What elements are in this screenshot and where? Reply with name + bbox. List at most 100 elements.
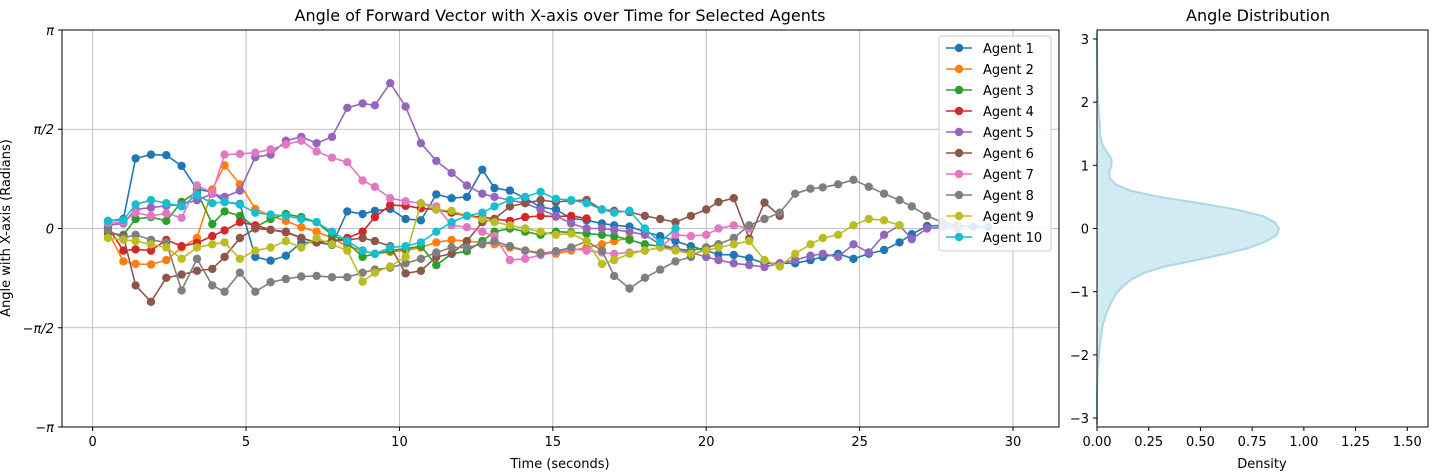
data-point: [220, 226, 229, 235]
data-point: [401, 242, 410, 251]
data-point: [146, 246, 156, 255]
side-y-tick-label: 2: [1081, 96, 1089, 111]
legend-item: Agent 5: [946, 126, 1034, 141]
data-point: [343, 236, 352, 246]
data-point: [490, 236, 499, 246]
data-point: [745, 254, 754, 263]
data-point: [686, 249, 696, 258]
data-point: [432, 205, 441, 214]
data-point: [386, 243, 395, 252]
legend-marker: [954, 148, 964, 158]
data-point: [864, 182, 873, 191]
legend-label: Agent 3: [983, 84, 1034, 99]
x-tick-label: 20: [698, 435, 715, 450]
data-point: [266, 145, 275, 154]
data-point: [416, 254, 426, 263]
y-tick-label: 0: [46, 223, 54, 238]
data-point: [266, 278, 275, 287]
data-point: [521, 246, 530, 255]
data-point: [922, 211, 932, 221]
data-point: [146, 260, 156, 269]
data-point: [478, 214, 487, 224]
legend-item: Agent 10: [946, 231, 1042, 246]
data-point: [370, 268, 380, 277]
data-point: [849, 175, 858, 184]
data-point: [462, 223, 472, 232]
data-point: [702, 230, 711, 239]
legend-marker: [954, 232, 964, 242]
legend-item: Agent 9: [946, 210, 1034, 225]
legend-item: Agent 7: [946, 168, 1034, 183]
data-point: [610, 249, 619, 258]
data-point: [671, 218, 680, 227]
data-point: [833, 180, 843, 189]
legend-item: Agent 2: [946, 63, 1034, 78]
data-point: [119, 216, 128, 225]
data-point: [177, 242, 186, 251]
data-point: [343, 103, 352, 113]
data-point: [251, 224, 260, 233]
data-point: [597, 224, 607, 233]
data-point: [358, 209, 367, 219]
data-point: [162, 199, 171, 208]
legend-label: Agent 5: [983, 126, 1034, 141]
data-point: [671, 224, 680, 233]
x-tick-label: 25: [851, 435, 868, 450]
legend-label: Agent 2: [983, 63, 1034, 78]
data-point: [864, 214, 873, 224]
data-point: [671, 246, 680, 255]
data-point: [401, 102, 410, 111]
series-line: [107, 197, 781, 304]
side-y-tick-label: 0: [1081, 223, 1089, 238]
data-point: [536, 195, 545, 205]
data-point: [358, 233, 367, 243]
data-point: [386, 200, 395, 210]
data-point: [192, 243, 202, 252]
data-point: [907, 235, 916, 244]
data-point: [447, 243, 456, 252]
data-point: [478, 165, 487, 174]
data-point: [312, 233, 321, 243]
data-point: [416, 238, 426, 247]
data-point: [266, 210, 275, 219]
data-point: [922, 224, 932, 233]
data-point: [879, 189, 889, 198]
data-point: [327, 132, 337, 142]
data-point: [714, 255, 723, 265]
data-point: [208, 188, 217, 197]
data-point: [327, 240, 337, 249]
data-point: [610, 271, 619, 281]
data-point: [791, 255, 800, 265]
data-point: [432, 238, 441, 247]
data-point: [297, 136, 306, 145]
data-point: [895, 221, 904, 230]
series-line: [107, 178, 958, 293]
data-point: [235, 200, 245, 209]
legend-marker: [954, 127, 964, 137]
data-point: [551, 230, 561, 239]
data-point: [714, 197, 723, 207]
data-point: [266, 243, 275, 252]
data-point: [536, 249, 545, 258]
data-point: [671, 257, 680, 266]
data-point: [177, 254, 186, 263]
data-point: [208, 199, 217, 208]
data-point: [806, 251, 815, 260]
data-point: [386, 262, 395, 271]
data-point: [478, 208, 487, 217]
data-point: [343, 207, 352, 216]
data-point: [640, 273, 650, 282]
data-point: [656, 238, 665, 247]
data-point: [312, 227, 321, 236]
legend-item: Agent 8: [946, 189, 1034, 204]
data-point: [162, 216, 171, 226]
side-x-tick-label: 0.00: [1083, 435, 1112, 450]
series-8: [103, 175, 962, 296]
legend-label: Agent 9: [983, 210, 1034, 225]
data-point: [131, 208, 140, 217]
data-point: [536, 211, 545, 221]
data-point: [818, 233, 827, 243]
data-point: [462, 181, 472, 190]
main-chart: Angle of Forward Vector with X-axis over…: [0, 6, 1060, 472]
data-point: [551, 247, 561, 256]
